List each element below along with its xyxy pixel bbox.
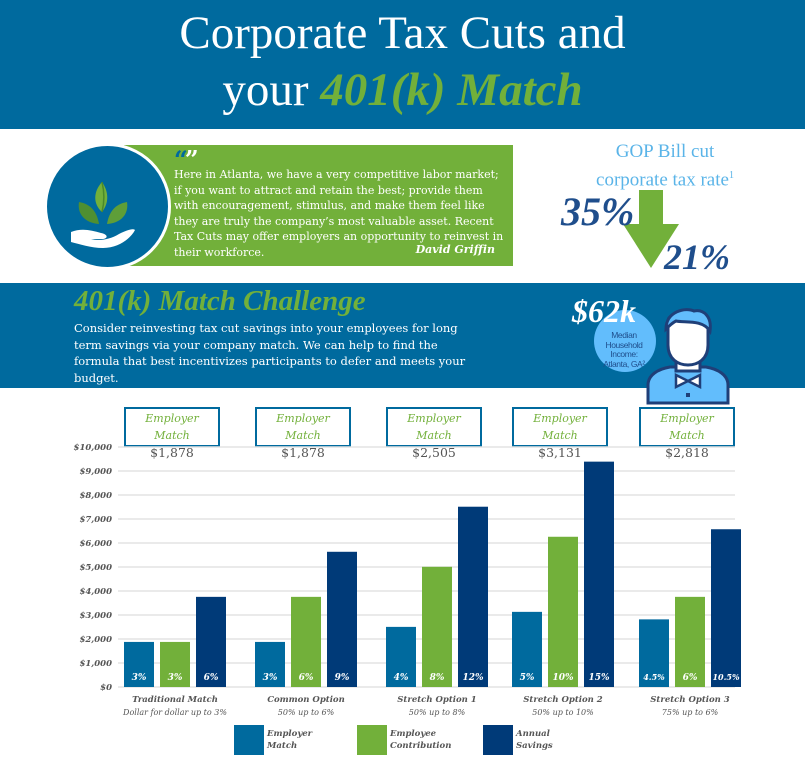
title-line-1: Corporate Tax Cuts and [179, 7, 626, 59]
category-subtitle: 50% up to 6% [278, 708, 335, 717]
bar-label: 12% [462, 673, 484, 683]
y-tick-label: $4,000 [79, 587, 112, 597]
category-label: Stretch Option 1 [397, 695, 476, 705]
quote-marks-icon: “” [174, 145, 199, 174]
category-subtitle: 50% up to 10% [532, 708, 594, 717]
bar-annual-savings [327, 551, 357, 687]
quote-author: David Griffin [415, 243, 495, 256]
quote-box [124, 145, 513, 266]
category-subtitle: 50% up to 8% [409, 708, 466, 717]
y-tick-label: $9,000 [79, 467, 112, 477]
bar-employer-match [255, 641, 285, 687]
bar-label: 10.5% [712, 672, 739, 682]
bar-label: 6% [204, 673, 219, 683]
employer-match-callout: Employer Match $2,818 [639, 407, 735, 460]
bar-employer-match [512, 611, 542, 687]
y-tick-label: $1,000 [79, 659, 112, 669]
category-label: Common Option [267, 695, 345, 705]
bar-employee-contribution [675, 596, 705, 687]
title-accent: 401(k) Match [320, 64, 583, 116]
y-tick-label: $2,000 [79, 635, 112, 645]
bar-label: 4% [394, 673, 409, 683]
employer-match-callout: Employer Match $1,878 [255, 407, 351, 460]
legend-swatch [483, 725, 513, 755]
bar-employee-contribution [548, 536, 578, 687]
median-income-value: $62k [572, 293, 636, 329]
bar-employer-match [124, 641, 154, 687]
tax-cut-title: GOP Bill cut corporate tax rate1 [596, 141, 734, 191]
legend-swatch [234, 725, 264, 755]
bar-label: 10% [552, 673, 574, 683]
bar-employee-contribution [160, 641, 190, 687]
bar-label: 5% [520, 673, 535, 683]
income-circle [594, 310, 656, 372]
legend-swatch [357, 725, 387, 755]
hand-holding-plant-icon [44, 143, 171, 270]
y-tick-label: $7,000 [79, 515, 112, 525]
category-label: Traditional Match [132, 695, 218, 705]
bar-annual-savings [584, 461, 614, 687]
old-tax-rate: 35% [561, 189, 635, 234]
bar-label: 15% [588, 673, 610, 683]
employer-match-callout: Employer Match $2,505 [386, 407, 482, 460]
bar-label: 6% [299, 673, 314, 683]
y-tick-label: $6,000 [79, 539, 112, 549]
bar-label: 3% [168, 673, 183, 683]
employer-match-callout: Employer Match $1,878 [124, 407, 220, 460]
bar-employer-match [639, 619, 669, 687]
bar-label: 8% [430, 673, 445, 683]
y-tick-label: $8,000 [79, 491, 112, 501]
new-tax-rate: 21% [664, 237, 730, 277]
challenge-title: 401(k) Match Challenge [74, 285, 366, 317]
quote-text: Here in Atlanta, we have a very competit… [174, 168, 504, 259]
header-banner: Corporate Tax Cuts and your 401(k) Match [0, 0, 805, 129]
footnote-marker: 1 [728, 170, 734, 181]
bar-label: 3% [263, 673, 278, 683]
person-icon [640, 305, 736, 409]
down-arrow-icon [623, 190, 679, 272]
savings-bar-chart: $0 $1,000 $2,000 $3,000 $4,000 $5,000 $6,000 $7… [74, 443, 741, 717]
bar-annual-savings [711, 529, 741, 687]
bar-label: 4.5% [643, 672, 665, 682]
category-label: Stretch Option 3 [650, 695, 730, 705]
y-tick-label: $0 [100, 683, 112, 693]
title-prefix: your [222, 64, 321, 116]
y-tick-label: $10,000 [74, 443, 113, 453]
y-tick-label: $5,000 [79, 563, 112, 573]
bar-employee-contribution [291, 596, 321, 687]
bar-annual-savings [458, 506, 488, 687]
employer-match-callout: Employer Match $3,131 [512, 407, 608, 460]
challenge-text: Consider reinvesting tax cut savings int… [74, 321, 466, 385]
bar-label: 9% [335, 673, 350, 683]
bar-employer-match [386, 626, 416, 687]
category-label: Stretch Option 2 [523, 695, 603, 705]
category-subtitle: Dollar for dollar up to 3% [122, 708, 227, 717]
bar-label: 3% [132, 673, 147, 683]
median-income-label: Median Household Income: Atlanta, GA² [603, 330, 645, 369]
title-line-2: your 401(k) Match [0, 63, 805, 117]
bar-label: 6% [683, 673, 698, 683]
y-tick-label: $3,000 [79, 611, 112, 621]
category-subtitle: 75% up to 6% [662, 708, 719, 717]
bar-employee-contribution [422, 566, 452, 687]
bar-annual-savings [196, 596, 226, 687]
